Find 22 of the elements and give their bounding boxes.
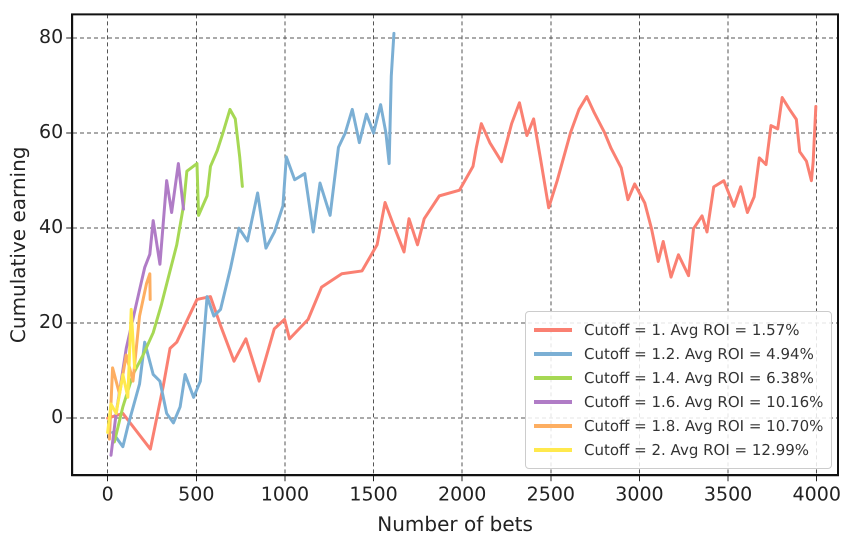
legend-label: Cutoff = 2. Avg ROI = 12.99% (584, 441, 810, 460)
x-tick-label: 1500 (349, 484, 398, 506)
legend-label: Cutoff = 1.2. Avg ROI = 4.94% (584, 345, 814, 364)
y-tick-label: 20 (38, 311, 64, 334)
x-tick-label: 2500 (526, 484, 575, 506)
x-tick-label: 1000 (260, 484, 310, 506)
x-tick-label: 3500 (704, 484, 752, 506)
x-tick-label: 500 (178, 484, 214, 506)
x-tick-label: 3000 (615, 484, 664, 506)
legend-label: Cutoff = 1. Avg ROI = 1.57% (584, 321, 800, 340)
x-tick-label: 0 (102, 484, 114, 506)
legend-label: Cutoff = 1.6. Avg ROI = 10.16% (584, 393, 824, 412)
legend-label: Cutoff = 1.4. Avg ROI = 6.38% (584, 369, 814, 388)
x-tick-label: 2000 (438, 484, 486, 506)
y-tick-label: 40 (38, 216, 64, 238)
y-axis-title: Cumulative earning (6, 146, 30, 344)
y-tick-label: 0 (51, 406, 64, 428)
x-axis-title: Number of bets (377, 512, 533, 536)
legend-label: Cutoff = 1.8. Avg ROI = 10.70% (584, 417, 824, 436)
x-tick-label: 4000 (792, 484, 841, 506)
y-tick-label: 80 (38, 26, 64, 48)
y-tick-label: 60 (38, 121, 64, 144)
